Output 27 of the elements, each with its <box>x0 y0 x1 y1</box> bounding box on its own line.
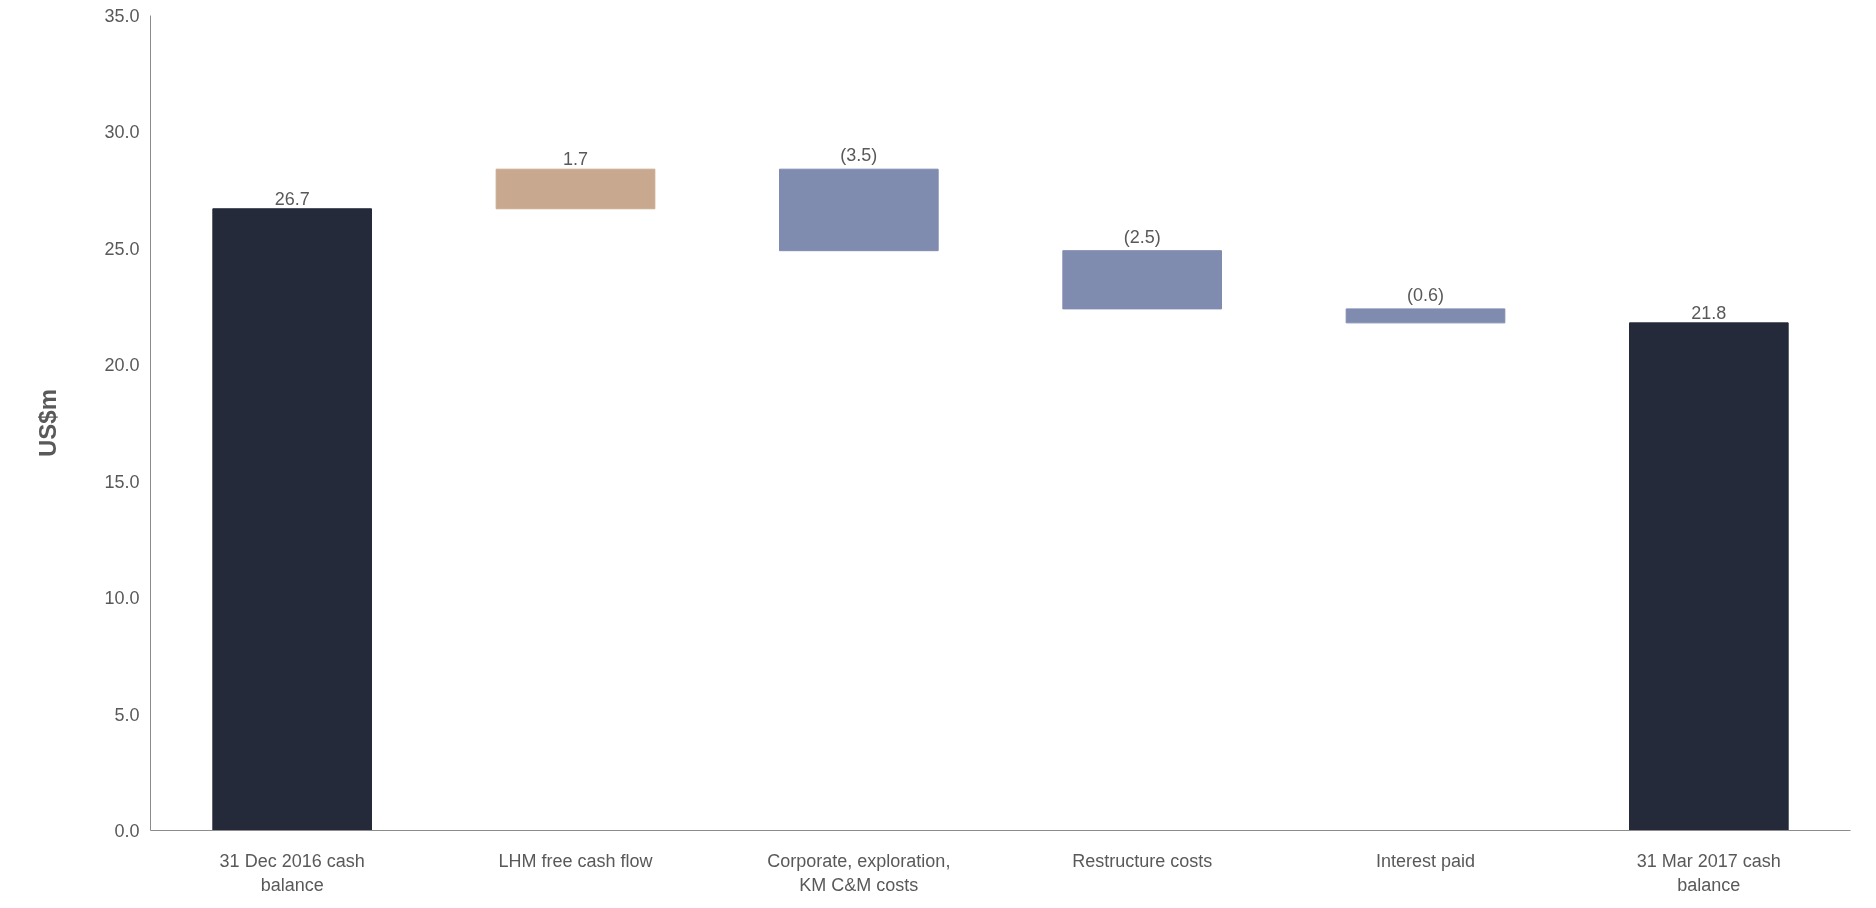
y-axis-title: US$m <box>34 388 62 458</box>
bar <box>212 208 372 831</box>
x-tick-label: Interest paid <box>1375 850 1476 871</box>
x-tick-label: Corporate, exploration, KM C&M costs <box>767 850 951 895</box>
x-tick-label: 31 Mar 2017 cash balance <box>1636 850 1781 895</box>
bar <box>1345 308 1506 324</box>
bar <box>495 168 656 210</box>
data-label: (0.6) <box>1406 284 1445 305</box>
y-tick-label: 35.0 <box>104 6 140 26</box>
y-tick-label: 15.0 <box>104 471 140 492</box>
data-label: (3.5) <box>840 145 878 166</box>
data-label: 21.8 <box>1691 302 1727 323</box>
y-tick-label: 0.0 <box>114 821 140 841</box>
y-tick-label: 20.0 <box>104 355 140 376</box>
x-tick-label: 31 Dec 2016 cash balance <box>219 850 365 895</box>
x-tick-label: LHM free cash flow <box>498 850 654 871</box>
x-tick-label: Restructure costs <box>1072 850 1213 871</box>
data-label: 26.7 <box>274 188 310 209</box>
y-tick-label: 5.0 <box>114 704 140 725</box>
y-tick-label: 30.0 <box>104 122 140 143</box>
data-label: (2.5) <box>1123 226 1161 247</box>
bar <box>1062 250 1222 310</box>
bar <box>779 168 939 252</box>
bar <box>1629 322 1789 831</box>
y-tick-label: 10.0 <box>104 588 140 609</box>
data-label: 1.7 <box>562 149 589 170</box>
y-tick-label: 25.0 <box>104 238 140 259</box>
